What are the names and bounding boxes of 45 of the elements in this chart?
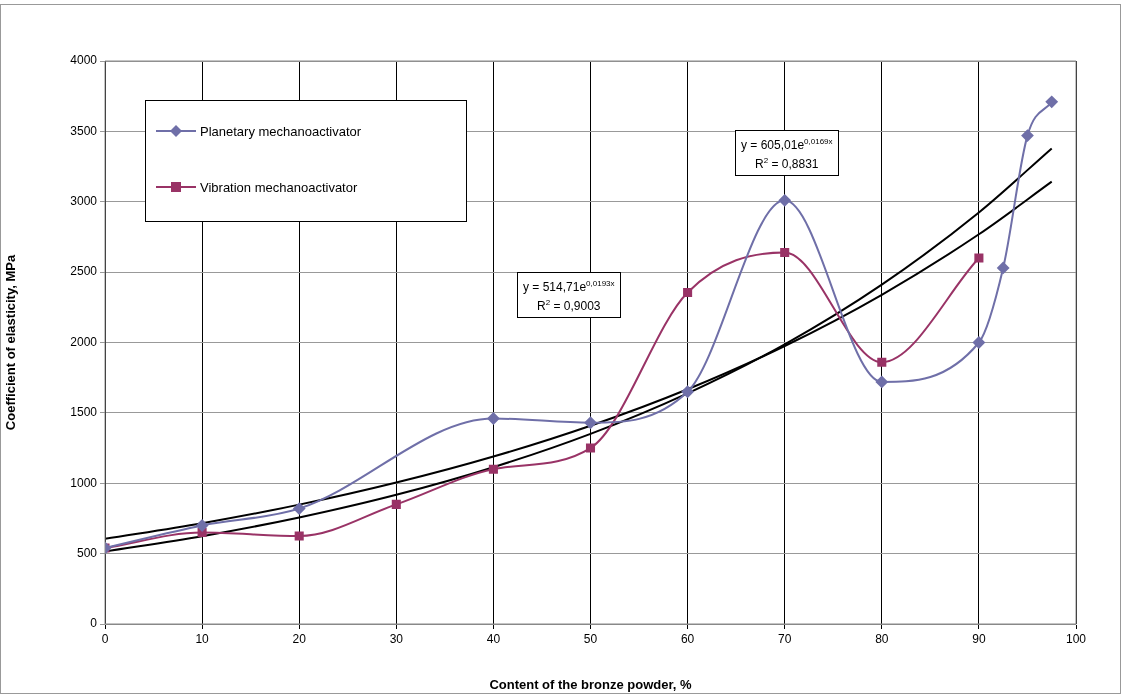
point [1021, 129, 1034, 142]
text: y = 605,01e$^{0,0169x}$ R$^{2}$ = 0,8831 [741, 137, 833, 171]
y-axis-title: Coefficient of elasticity, MPa [3, 254, 19, 431]
x-tick-label: 60 [680, 631, 695, 646]
point [997, 261, 1010, 274]
y-tick-label: 3500 [70, 123, 98, 138]
x-tick-label: 70 [778, 631, 792, 646]
y-tick-label: 0 [90, 616, 98, 631]
point [293, 502, 306, 515]
y-tick-label: 500 [76, 545, 98, 560]
point [875, 375, 888, 388]
x-tick-label: 30 [389, 631, 404, 646]
point [487, 412, 500, 425]
x-tick-label: 10 [195, 631, 210, 646]
y-tick-label: 4000 [70, 53, 98, 68]
point [780, 247, 790, 257]
x-tick-label: 40 [486, 631, 501, 646]
x-tick-label: 20 [292, 631, 307, 646]
x-tick-label: 80 [875, 631, 889, 646]
point [584, 416, 597, 429]
point [877, 357, 887, 367]
x-tick-label: 100 [1065, 631, 1087, 646]
point [391, 499, 401, 509]
y-tick-label: 1500 [70, 405, 98, 420]
x-tick-label: 50 [583, 631, 598, 646]
point [1045, 95, 1058, 108]
legend-label: Vibration mechanoactivator [200, 179, 358, 195]
point [972, 336, 985, 349]
text: y = 514,71e$^{0,0193x}$ R$^{2}$ = 0,9003 [523, 279, 615, 313]
y-tick-label: 3000 [70, 194, 98, 209]
point [294, 531, 304, 541]
point [683, 288, 693, 298]
y-tick-label: 1000 [70, 475, 98, 490]
x-tick-label: 0 [101, 631, 109, 646]
y-tick-label: 2000 [70, 334, 98, 349]
point [974, 253, 984, 263]
point [196, 519, 209, 532]
point [778, 194, 791, 207]
point [585, 443, 596, 453]
x-axis-title: Content of the bronze powder, % [489, 676, 693, 692]
y-tick-label: 2500 [70, 264, 98, 279]
point [681, 385, 694, 398]
legend-label: Planetary mechanoactivator [200, 123, 362, 139]
x-tick-label: 90 [972, 631, 986, 646]
point [488, 464, 498, 474]
